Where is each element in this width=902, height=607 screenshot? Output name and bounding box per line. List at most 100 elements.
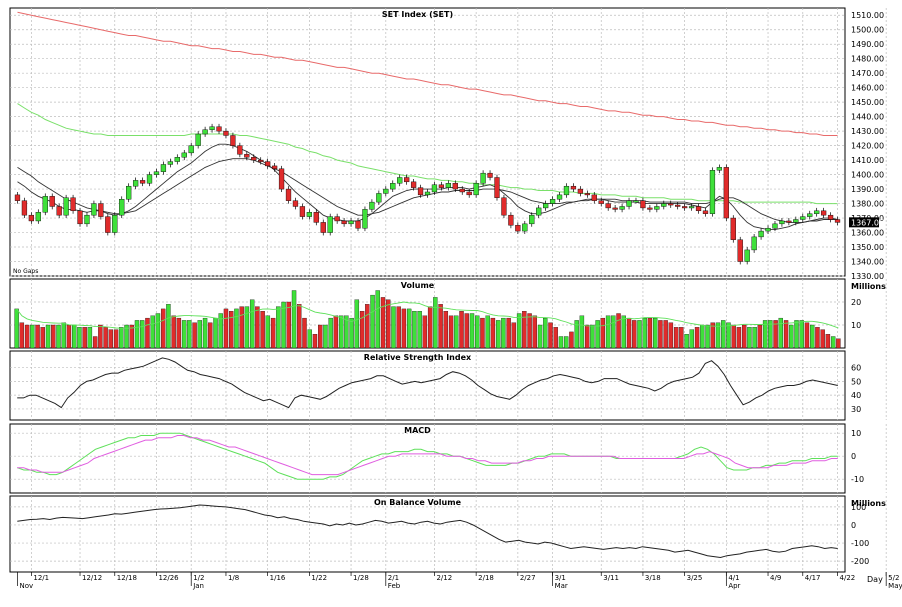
- y-tick-label: 1410.00: [851, 156, 884, 165]
- volume-bar: [658, 320, 663, 349]
- volume-bar: [396, 306, 401, 349]
- x-tick-label: 12/12: [82, 574, 102, 582]
- x-tick-label: 2/1: [388, 574, 399, 582]
- candle: [424, 191, 431, 196]
- x-month-label: Nov: [19, 582, 33, 590]
- volume-bar: [192, 322, 197, 349]
- volume-bar: [45, 324, 51, 349]
- volume-bar: [611, 315, 616, 349]
- x-tick-label: 12/18: [117, 574, 137, 582]
- candle: [688, 206, 695, 209]
- volume-bar: [579, 315, 585, 349]
- candle: [369, 201, 375, 210]
- volume-bar: [673, 327, 679, 349]
- volume-bar: [495, 320, 501, 349]
- volume-bar: [87, 327, 93, 349]
- volume-bar: [511, 322, 517, 349]
- candle: [619, 206, 625, 210]
- volume-bar: [270, 317, 276, 349]
- obv-panel-frame: [9, 495, 846, 573]
- candle: [716, 167, 723, 171]
- volume-bar: [830, 336, 836, 349]
- volume-bar: [344, 315, 349, 349]
- volume-bar: [736, 327, 742, 349]
- y-tick-label: 1400.00: [851, 171, 884, 180]
- candle: [390, 183, 396, 190]
- candle: [139, 180, 146, 184]
- x-tick-label: 4/9: [770, 574, 781, 582]
- y-tick-label: 1420.00: [851, 142, 884, 151]
- rsi-line: [17, 357, 838, 409]
- volume-bar: [815, 327, 820, 349]
- volume-bar: [590, 324, 595, 349]
- volume-bar: [516, 313, 522, 349]
- volume-bar: [265, 315, 271, 349]
- volume-bar: [448, 315, 454, 349]
- candle: [237, 145, 243, 155]
- x-tick-label: 2/12: [436, 574, 452, 582]
- volume-bar: [652, 317, 658, 349]
- volume-bar: [56, 324, 61, 349]
- volume-bar: [626, 317, 632, 349]
- candle: [730, 217, 736, 240]
- candle: [626, 200, 632, 207]
- candle: [404, 177, 410, 183]
- volume-bar: [113, 329, 119, 349]
- candle: [56, 206, 62, 216]
- candle: [244, 154, 250, 158]
- y-tick-label: 1490.00: [851, 40, 884, 49]
- volume-bar: [176, 317, 182, 349]
- candle: [459, 188, 465, 193]
- candle: [786, 220, 792, 223]
- volume-bar: [14, 308, 19, 349]
- volume-bar: [637, 320, 642, 349]
- volume-bar: [705, 324, 710, 349]
- volume-bar: [297, 304, 302, 349]
- candle: [14, 194, 21, 201]
- volume-bar: [166, 304, 171, 349]
- volume-bar: [380, 297, 386, 349]
- macd-signal-line: [17, 435, 838, 476]
- volume-bar: [249, 299, 255, 349]
- volume-bar: [61, 322, 66, 349]
- volume-bar: [548, 322, 553, 349]
- volume-bar: [103, 327, 108, 349]
- candle: [445, 183, 451, 188]
- volume-bar: [773, 320, 778, 349]
- candle: [320, 222, 326, 233]
- x-tick-label: 3/18: [645, 574, 661, 582]
- volume-bar: [522, 311, 527, 349]
- candle: [529, 214, 535, 225]
- candle: [119, 199, 125, 216]
- candle: [417, 187, 424, 196]
- volume-bar: [501, 317, 506, 349]
- candle: [397, 177, 403, 184]
- obv-panel: 100 0 -100 -200 On Balance Volume Millions: [9, 495, 887, 573]
- x-tick-label: 2/18: [478, 574, 494, 582]
- x-tick-label: 3/1: [555, 574, 566, 582]
- volume-bar: [119, 327, 124, 349]
- candle: [834, 219, 841, 223]
- candle: [84, 214, 90, 225]
- price-panel-frame: [9, 7, 846, 277]
- volume-bar: [30, 324, 35, 349]
- last-value-box: [849, 217, 879, 228]
- volume-bar: [223, 308, 229, 349]
- volume-bar: [527, 313, 532, 349]
- volume-bar: [778, 317, 783, 349]
- no-gaps-note: No Gaps: [13, 268, 38, 275]
- x-tick-label: 1/2: [193, 574, 204, 582]
- candle: [174, 157, 180, 162]
- candle: [181, 152, 187, 158]
- y-tick-label: 1500.00: [851, 26, 884, 35]
- macd-panel-title: MACD: [404, 426, 431, 435]
- candle: [556, 194, 563, 200]
- volume-bar: [684, 334, 689, 349]
- volume-bar: [490, 317, 496, 349]
- volume-bar: [307, 329, 312, 349]
- candle: [709, 170, 716, 214]
- volume-ma-line: [16, 301, 839, 329]
- volume-bar: [229, 311, 234, 349]
- rsi-panel-title: Relative Strength Index: [364, 353, 472, 362]
- volume-bar: [752, 327, 757, 349]
